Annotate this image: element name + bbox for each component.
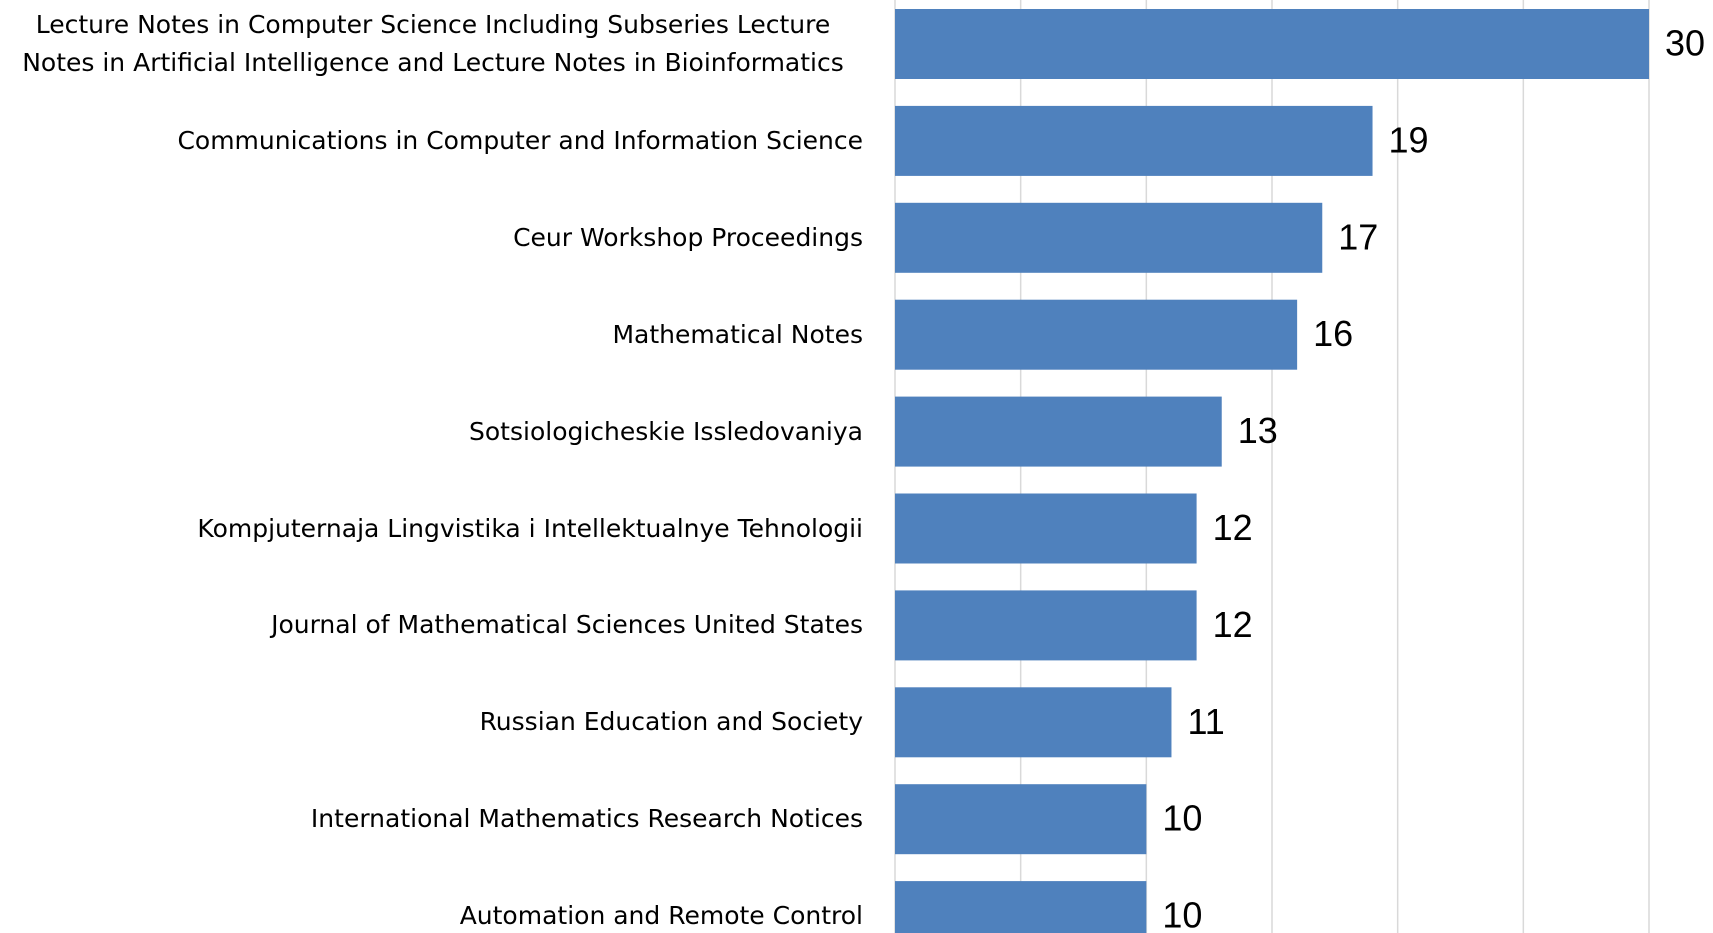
category-text: Automation and Remote Control [459,901,863,931]
bar [895,493,1197,564]
category-text: International Mathematics Research Notic… [310,804,863,834]
category-label: Mathematical Notes [0,280,863,390]
category-label: Automation and Remote Control [0,861,863,933]
data-label: 10 [1162,895,1202,933]
bar [895,784,1147,855]
category-label: Journal of Mathematical Sciences United … [0,570,863,680]
category-text: Ceur Workshop Proceedings [513,222,863,252]
category-label: International Mathematics Research Notic… [0,764,863,874]
category-text: Mathematical Notes [612,319,863,349]
category-text: Communications in Computer and Informati… [177,125,863,155]
bar [895,590,1197,661]
bar [895,687,1172,758]
data-label: 12 [1213,507,1253,548]
data-label: 12 [1213,604,1253,645]
bar [895,9,1649,79]
bar [895,396,1222,467]
data-label: 10 [1162,798,1202,839]
bar [895,299,1298,370]
data-label: 16 [1313,313,1353,354]
category-text: Russian Education and Society [479,707,863,737]
category-label: Ceur Workshop Proceedings [0,183,863,293]
category-label: Sotsiologicheskie Issledovaniya [0,377,863,487]
data-label: 19 [1389,119,1429,160]
category-label: Kompjuternaja Lingvistika i Intellektual… [0,474,863,584]
category-label: Russian Education and Society [0,667,863,777]
category-text: Journal of Mathematical Sciences United … [271,610,863,640]
category-text: Lecture Notes in Computer Science Includ… [22,10,844,77]
category-text: Sotsiologicheskie Issledovaniya [469,416,863,446]
data-label: 11 [1187,701,1224,742]
category-text: Kompjuternaja Lingvistika i Intellektual… [197,513,863,543]
bar [895,202,1323,273]
category-label: Communications in Computer and Informati… [0,86,863,196]
data-label: 30 [1665,23,1705,64]
data-label: 13 [1238,410,1278,451]
bar [895,105,1373,176]
category-label: Lecture Notes in Computer Science Includ… [0,0,863,99]
data-label: 17 [1338,216,1378,257]
bar [895,881,1147,933]
